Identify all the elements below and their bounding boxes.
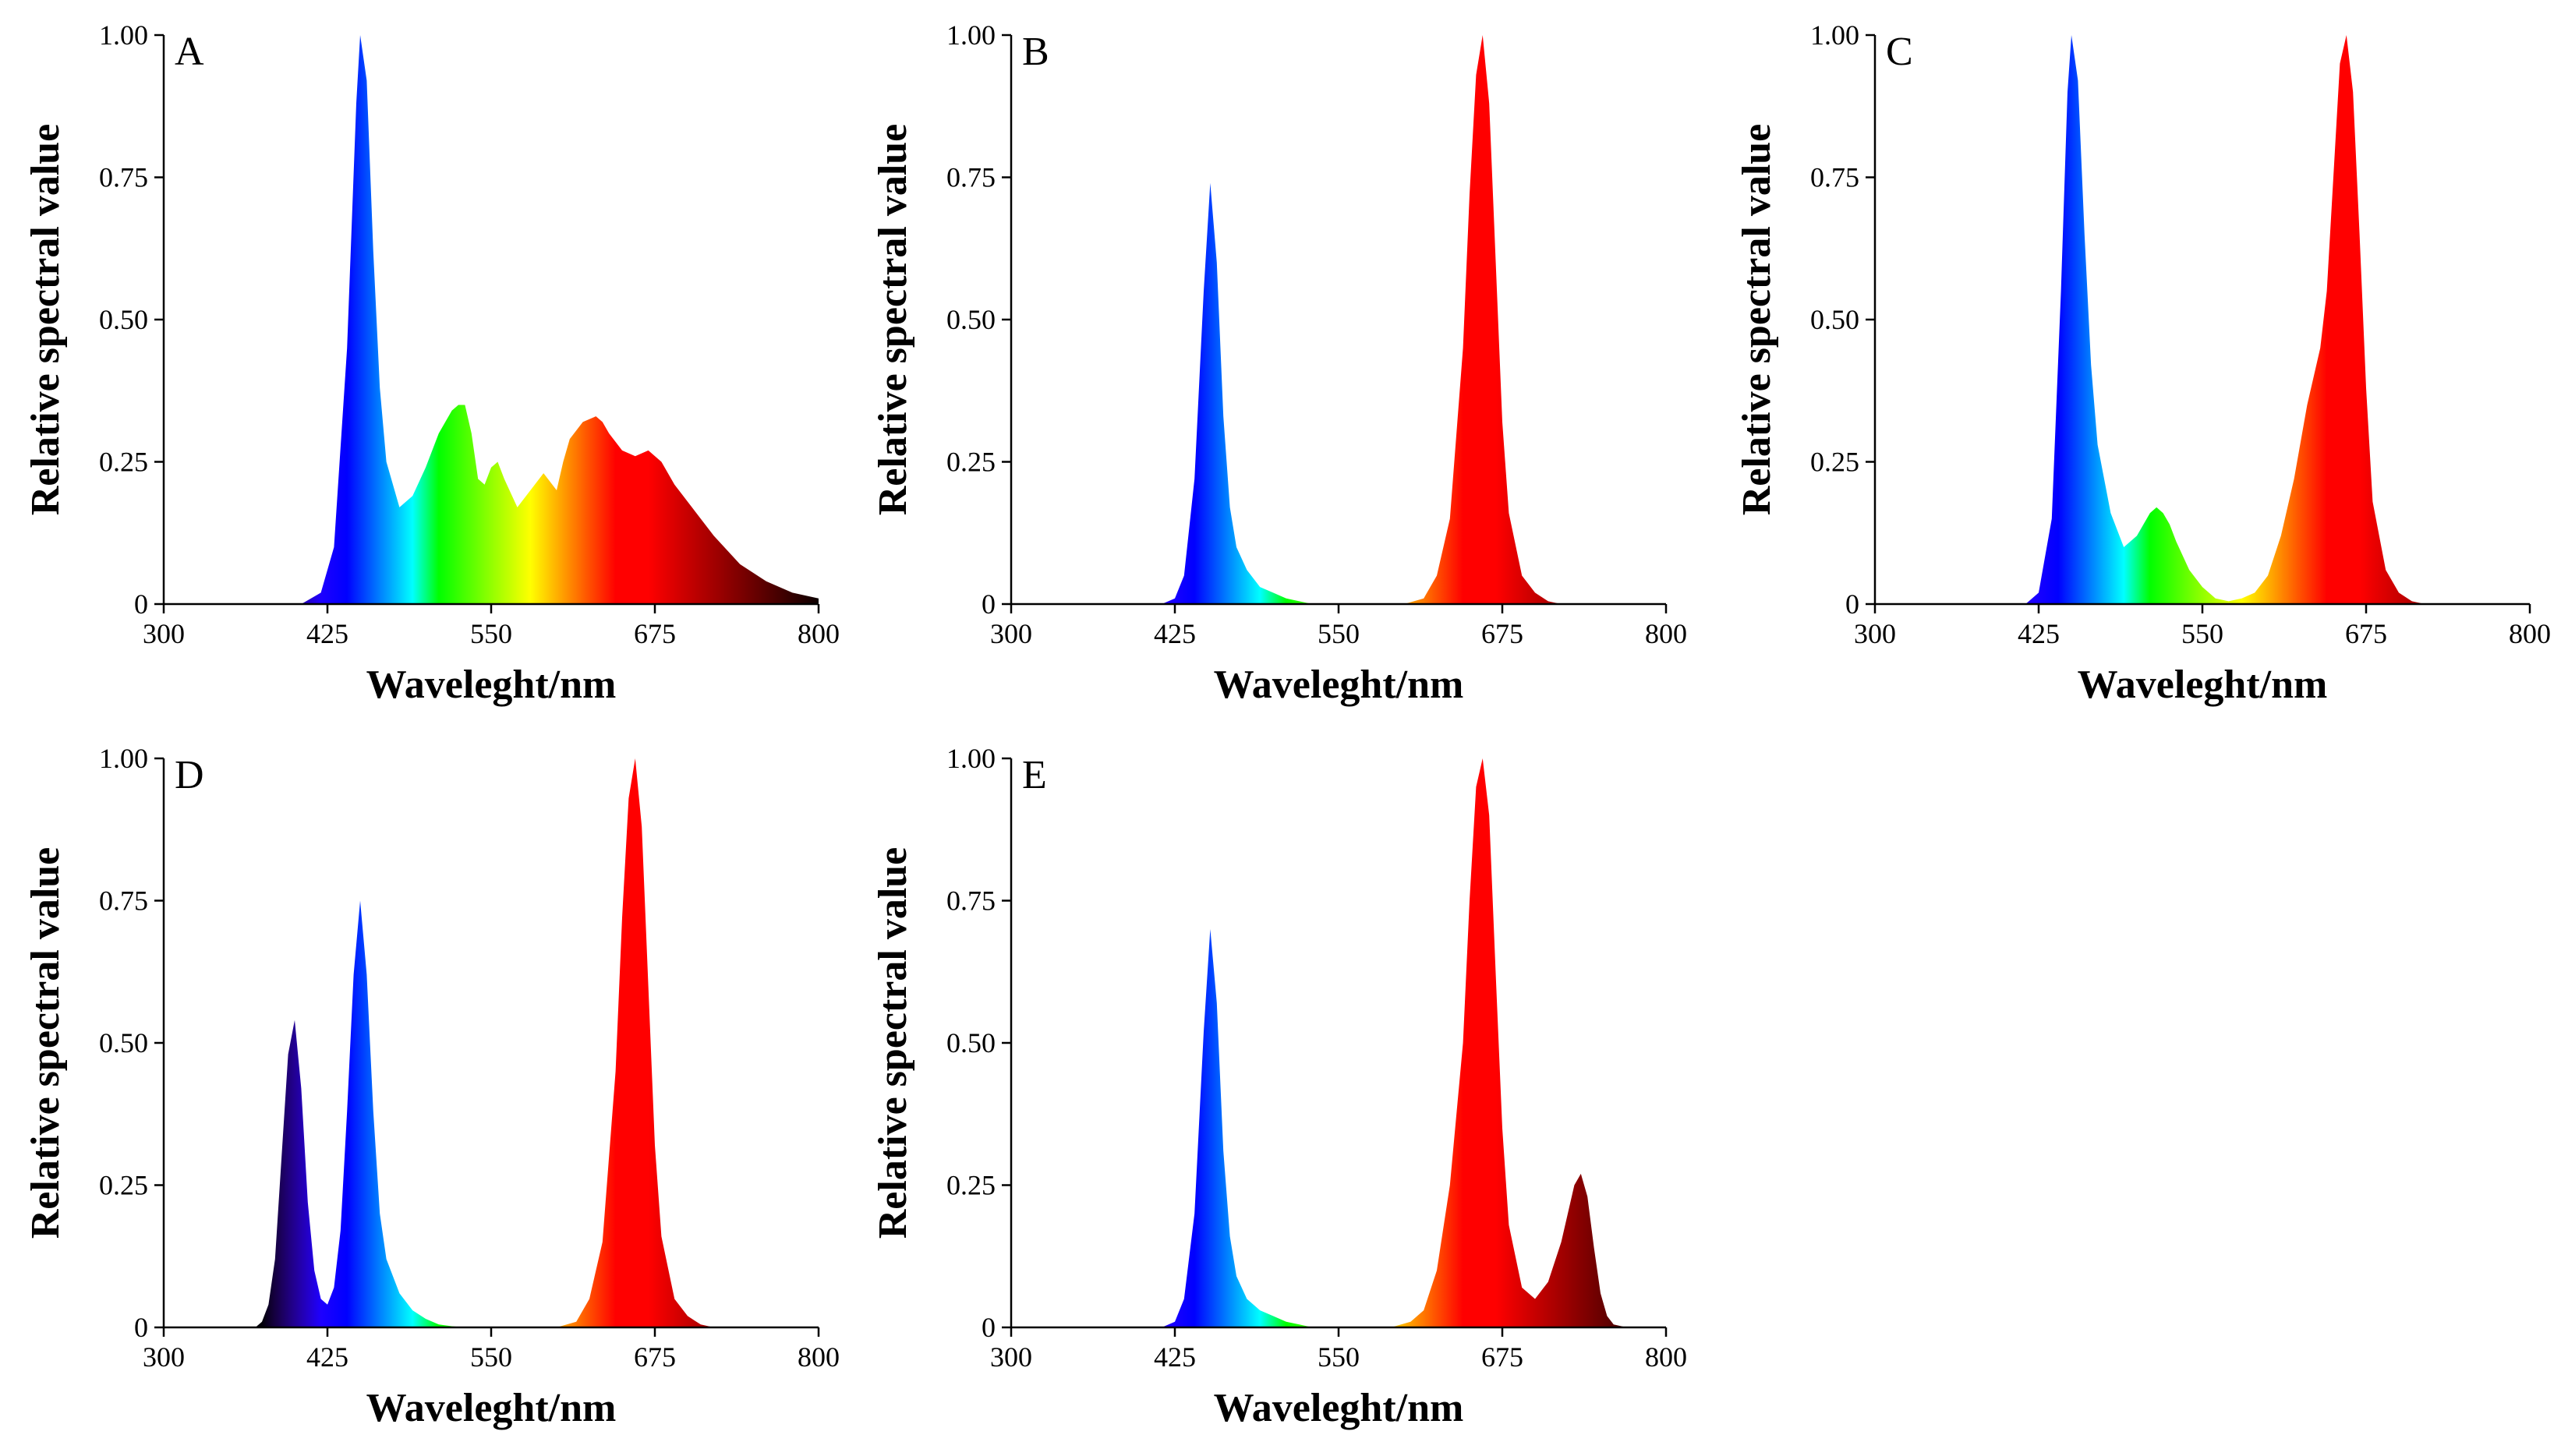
panel-c-spectrum-area: [2025, 35, 2425, 604]
panel-e-spectrum-area: [1162, 758, 1627, 1327]
panel-c-y-tick-label: 1.00: [1810, 19, 1859, 51]
panel-d: 300 425 550 675 800 0 0.25 0.50 0.75 1.00 D Waveleg…: [23, 743, 840, 1430]
panel-d-x-tick-label: 675: [634, 1341, 676, 1373]
panel-d-x-axis-title: Waveleght/nm: [366, 1386, 617, 1430]
panel-d-x-tick-label: 550: [470, 1341, 512, 1373]
panel-b-x-tick-label: 550: [1318, 618, 1360, 649]
panel-e-y-tick-label: 0.50: [946, 1027, 996, 1058]
panel-b-x-tick-label: 675: [1481, 618, 1523, 649]
panel-e-x-tick-label: 675: [1481, 1341, 1523, 1373]
panel-c-x-tick-label: 550: [2181, 618, 2223, 649]
panel-d-y-axis-title: Relative spectral value: [23, 847, 68, 1239]
panel-a-x-tick-label: 800: [798, 618, 840, 649]
panel-c-x-tick-label: 800: [2509, 618, 2551, 649]
panel-b: 300 425 550 675 800 0 0.25 0.50 0.75 1.00 B Waveleg…: [871, 19, 1687, 707]
panel-a-y-tick-label: 0: [134, 588, 148, 620]
panel-a-label: A: [175, 30, 204, 74]
panel-e-x-tick-label: 550: [1318, 1341, 1360, 1373]
panel-a-y-tick-label: 1.00: [99, 19, 148, 51]
panel-e-y-tick-label: 0: [982, 1312, 996, 1343]
panel-c-label: C: [1886, 30, 1913, 74]
panel-d-y-tick-label: 0.50: [99, 1027, 148, 1058]
panel-c-x-tick-label: 675: [2345, 618, 2387, 649]
panel-b-x-tick-label: 800: [1645, 618, 1687, 649]
panel-a-x-tick-label: 675: [634, 618, 676, 649]
panel-a-y-axis-title: Relative spectral value: [23, 124, 68, 516]
panel-d-y-tick-label: 0: [134, 1312, 148, 1343]
panel-e-x-axis-title: Waveleght/nm: [1214, 1386, 1464, 1430]
panel-e-y-tick-label: 0.25: [946, 1170, 996, 1201]
panel-a-y-tick-label: 0.50: [99, 304, 148, 335]
panel-b-x-tick-label: 300: [990, 618, 1032, 649]
panel-b-y-axis-title: Relative spectral value: [871, 124, 915, 516]
panel-a-x-axis-title: Waveleght/nm: [366, 663, 617, 707]
panel-a-x-tick-label: 425: [306, 618, 348, 649]
panel-d-y-tick-label: 0.75: [99, 885, 148, 917]
panel-c-y-tick-label: 0.25: [1810, 447, 1859, 478]
panel-b-y-tick-label: 0.75: [946, 162, 996, 193]
panel-d-label: D: [175, 753, 204, 797]
panel-d-x-tick-label: 425: [306, 1341, 348, 1373]
panel-c-y-tick-label: 0.75: [1810, 162, 1859, 193]
panel-d-y-tick-label: 0.25: [99, 1170, 148, 1201]
panel-e-x-tick-label: 800: [1645, 1341, 1687, 1373]
panel-c-x-tick-label: 300: [1854, 618, 1896, 649]
panel-a-y-tick-label: 0.75: [99, 162, 148, 193]
panel-a-spectrum-area: [301, 35, 819, 604]
panel-d-y-tick-label: 1.00: [99, 743, 148, 774]
panel-b-y-tick-label: 0.50: [946, 304, 996, 335]
panel-e-y-tick-label: 1.00: [946, 743, 996, 774]
panel-c-y-axis-title: Relative spectral value: [1735, 124, 1779, 516]
panel-a: 300 425 550 675 800 0 0.25 0.50 0.75 1.00 A Waveleg…: [23, 19, 840, 707]
panel-c-y-tick-label: 0.50: [1810, 304, 1859, 335]
panel-e: 300 425 550 675 800 0 0.25 0.50 0.75 1.00 E Waveleg…: [871, 743, 1687, 1430]
panel-c-y-tick-label: 0: [1845, 588, 1859, 620]
panel-d-x-tick-label: 800: [798, 1341, 840, 1373]
panel-a-y-tick-label: 0.25: [99, 447, 148, 478]
panel-e-x-tick-label: 300: [990, 1341, 1032, 1373]
panel-b-spectrum-area: [1162, 35, 1562, 604]
panel-b-label: B: [1022, 30, 1049, 74]
panel-c-x-axis-title: Waveleght/nm: [2078, 663, 2328, 707]
panel-d-spectrum-area: [255, 758, 714, 1327]
panel-a-x-tick-label: 550: [470, 618, 512, 649]
panel-e-x-tick-label: 425: [1154, 1341, 1196, 1373]
panel-c: 300 425 550 675 800 0 0.25 0.50 0.75 1.00 C Waveleg…: [1735, 19, 2551, 707]
panel-b-y-tick-label: 0: [982, 588, 996, 620]
panel-e-y-tick-label: 0.75: [946, 885, 996, 917]
panel-b-x-axis-title: Waveleght/nm: [1214, 663, 1464, 707]
panel-e-label: E: [1022, 753, 1047, 797]
panel-e-y-axis-title: Relative spectral value: [871, 847, 915, 1239]
panel-c-x-tick-label: 425: [2018, 618, 2060, 649]
panel-b-x-tick-label: 425: [1154, 618, 1196, 649]
panel-a-x-tick-label: 300: [143, 618, 185, 649]
panel-b-y-tick-label: 0.25: [946, 447, 996, 478]
panel-b-y-tick-label: 1.00: [946, 19, 996, 51]
panel-d-x-tick-label: 300: [143, 1341, 185, 1373]
